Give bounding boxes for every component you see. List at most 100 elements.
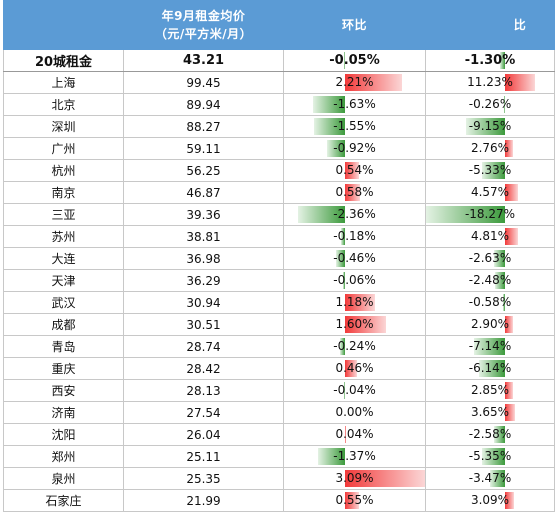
negative-data-bar <box>482 448 506 465</box>
price-cell: 28.42 <box>123 357 284 380</box>
price-cell: 36.29 <box>123 269 284 292</box>
table-row: 济南 27.54 0.00% 3.65% <box>3 401 555 424</box>
table-row: 武汉 30.94 1.18% -0.58% <box>3 291 555 314</box>
table-row: 西安 28.13 -0.04% 2.85% <box>3 379 555 402</box>
city-cell: 北京 <box>3 93 124 116</box>
mom-value: -0.04% <box>333 383 376 397</box>
yoy-value: 11.23% <box>467 75 513 89</box>
mom-cell: -1.55% <box>283 115 426 138</box>
yoy-cell: 3.65% <box>425 401 555 424</box>
city-cell: 深圳 <box>3 115 124 138</box>
table-row: 成都 30.51 1.60% 2.90% <box>3 313 555 336</box>
positive-data-bar <box>344 316 387 333</box>
positive-data-bar <box>505 492 514 509</box>
price-cell: 89.94 <box>123 93 284 116</box>
summary-price: 43.21 <box>123 49 284 72</box>
summary-mom: -0.05% <box>283 49 426 72</box>
mom-cell: -2.36% <box>283 203 426 226</box>
price-cell: 25.35 <box>123 467 284 490</box>
rent-table: 年9月租金均价 （元/平方米/月） 环比 比 20城租金 43.21 -0.05… <box>3 0 555 512</box>
negative-data-bar <box>478 360 506 377</box>
city-cell: 重庆 <box>3 357 124 380</box>
negative-data-bar <box>314 118 345 135</box>
mom-value: -0.24% <box>333 339 376 353</box>
price-cell: 36.98 <box>123 247 284 270</box>
mom-cell: -1.63% <box>283 93 426 116</box>
negative-data-bar <box>341 228 345 245</box>
positive-data-bar <box>505 382 513 399</box>
negative-data-bar <box>343 272 345 289</box>
mom-value: -0.18% <box>333 229 376 243</box>
city-cell: 上海 <box>3 71 124 94</box>
city-cell: 沈阳 <box>3 423 124 446</box>
yoy-cell: -18.27% <box>425 203 555 226</box>
table-row: 上海 99.45 2.21% 11.23% <box>3 71 555 94</box>
price-cell: 88.27 <box>123 115 284 138</box>
yoy-value: 3.65% <box>470 405 510 419</box>
yoy-value: -2.63% <box>468 251 512 265</box>
negative-data-bar <box>335 250 345 267</box>
positive-data-bar <box>344 74 403 91</box>
yoy-cell: 2.85% <box>425 379 555 402</box>
yoy-value: -18.27% <box>464 207 516 221</box>
city-cell: 泉州 <box>3 467 124 490</box>
negative-data-bar <box>312 96 345 113</box>
table-row: 大连 36.98 -0.46% -2.63% <box>3 247 555 270</box>
negative-data-bar <box>490 470 506 487</box>
negative-data-bar <box>494 272 506 289</box>
yoy-cell: 11.23% <box>425 71 555 94</box>
price-cell: 28.13 <box>123 379 284 402</box>
negative-data-bar <box>493 250 506 267</box>
mom-cell: 0.04% <box>283 423 426 446</box>
yoy-value: 2.90% <box>470 317 510 331</box>
positive-data-bar <box>344 426 346 443</box>
summary-city: 20城租金 <box>3 49 124 72</box>
city-cell: 三亚 <box>3 203 124 226</box>
negative-data-bar <box>494 426 506 443</box>
summary-mom-value: -0.05% <box>329 53 380 68</box>
yoy-value: 4.57% <box>470 185 510 199</box>
mom-cell: -0.18% <box>283 225 426 248</box>
price-cell: 39.36 <box>123 203 284 226</box>
negative-data-bar <box>298 206 345 223</box>
mom-cell: 0.46% <box>283 357 426 380</box>
yoy-value: -5.35% <box>468 449 512 463</box>
price-cell: 46.87 <box>123 181 284 204</box>
city-cell: 武汉 <box>3 291 124 314</box>
yoy-value: -3.47% <box>468 471 512 485</box>
table-row: 北京 89.94 -1.63% -0.26% <box>3 93 555 116</box>
mom-cell: -0.46% <box>283 247 426 270</box>
mom-cell: 0.00% <box>283 401 426 424</box>
positive-data-bar <box>344 492 359 509</box>
yoy-value: -6.14% <box>468 361 512 375</box>
mom-cell: 0.58% <box>283 181 426 204</box>
mom-value: -1.63% <box>333 97 376 111</box>
positive-data-bar <box>505 404 516 421</box>
yoy-value: -2.48% <box>468 273 512 287</box>
city-cell: 西安 <box>3 379 124 402</box>
yoy-cell: -9.15% <box>425 115 555 138</box>
mom-value: 0.55% <box>335 493 374 507</box>
price-cell: 21.99 <box>123 489 284 512</box>
summary-yoy-value: -1.30% <box>464 53 516 68</box>
yoy-value: 2.76% <box>470 141 510 155</box>
city-cell: 济南 <box>3 401 124 424</box>
yoy-value: -9.15% <box>468 119 512 133</box>
mom-value: 1.60% <box>335 317 374 331</box>
mom-value: -0.06% <box>333 273 376 287</box>
yoy-cell: -6.14% <box>425 357 555 380</box>
mom-cell: -0.92% <box>283 137 426 160</box>
yoy-cell: 2.76% <box>425 137 555 160</box>
positive-data-bar <box>344 162 359 179</box>
city-cell: 南京 <box>3 181 124 204</box>
city-cell: 天津 <box>3 269 124 292</box>
mom-cell: -0.24% <box>283 335 426 358</box>
negative-data-bar <box>339 338 345 355</box>
mom-cell: 1.18% <box>283 291 426 314</box>
mom-cell: 2.21% <box>283 71 426 94</box>
positive-data-bar <box>344 294 376 311</box>
yoy-value: -7.14% <box>468 339 512 353</box>
yoy-value: -0.26% <box>468 97 512 111</box>
table-row: 深圳 88.27 -1.55% -9.15% <box>3 115 555 138</box>
negative-data-bar <box>504 96 506 113</box>
